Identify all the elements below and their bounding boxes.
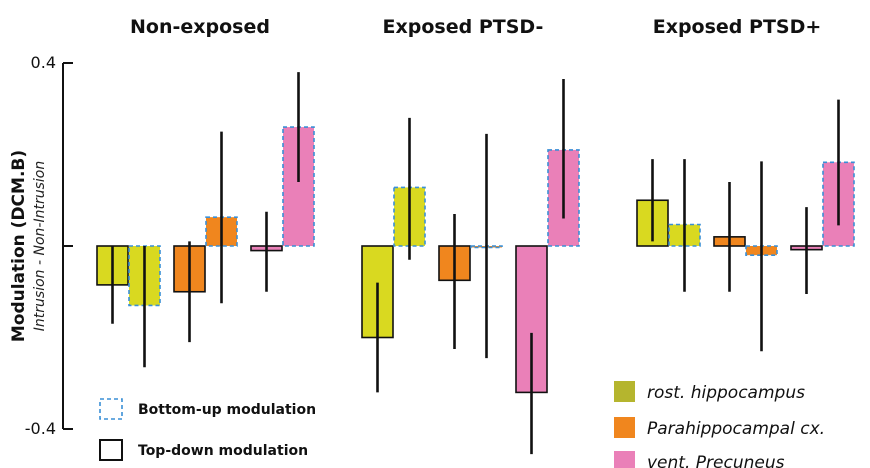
region-legend-label: Parahippocampal cx. (647, 419, 825, 439)
region-legend-swatch (614, 451, 635, 468)
panel-titles: Non-exposed Exposed PTSD- Exposed PTSD+ (130, 16, 821, 38)
region-legend: rost. hippocampus Parahippocampal cx. vent… (614, 381, 825, 468)
region-legend-swatch (614, 417, 635, 438)
y-axis-sublabel: Intrusion - Non-Intrusion (32, 161, 48, 331)
y-axis-label: Modulation (DCM.B) (9, 150, 29, 342)
panel-title: Exposed PTSD+ (653, 16, 822, 38)
region-legend-label: rost. hippocampus (647, 383, 805, 403)
top-down-legend-swatch (99, 439, 123, 461)
bars (96, 72, 855, 455)
y-tick-label: 0.4 (31, 53, 56, 72)
y-ticks: 0.4 -0.4 (25, 53, 73, 438)
panel-title: Exposed PTSD- (383, 16, 544, 38)
y-axis: Modulation (DCM.B) Intrusion - Non-Intru… (9, 63, 64, 429)
modulation-legend: Top-down modulation Bottom-up modulation (99, 398, 316, 461)
y-tick-label: -0.4 (25, 419, 56, 438)
region-legend-label: vent. Precuneus (647, 453, 785, 468)
region-legend-swatch (614, 381, 635, 402)
panel-title: Non-exposed (130, 16, 270, 38)
bottom-up-legend-label: Bottom-up modulation (138, 402, 316, 418)
bottom-up-legend-swatch (99, 398, 123, 420)
top-down-legend-label: Top-down modulation (138, 443, 308, 459)
